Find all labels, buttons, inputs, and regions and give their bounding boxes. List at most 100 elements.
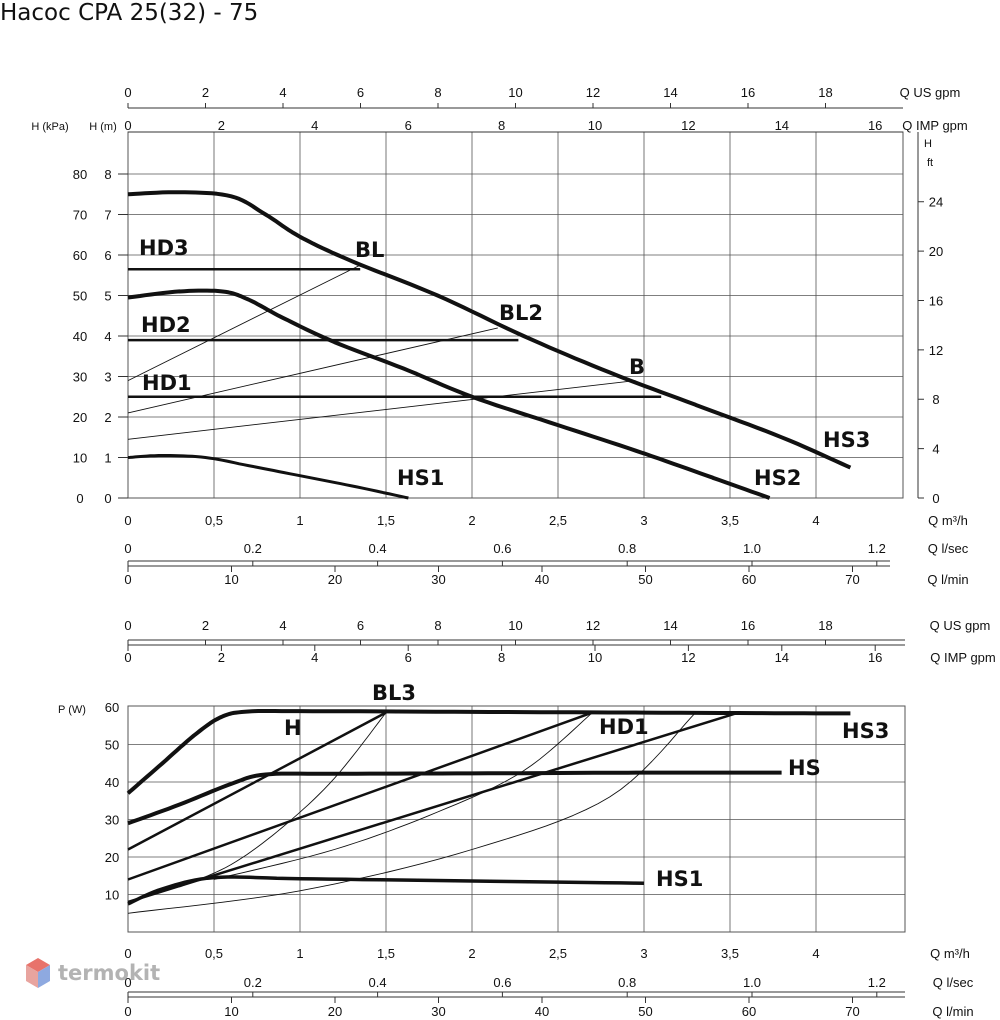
right-ft-tick-label: 24 bbox=[929, 195, 943, 210]
p-curve-label-hs3: HS3 bbox=[842, 719, 889, 743]
top-imp-tick-label: 10 bbox=[588, 118, 602, 133]
p-top-us-tick-label: 6 bbox=[357, 618, 364, 633]
p-top-us-tick-label: 4 bbox=[279, 618, 286, 633]
p-bottom-lmin-tick-label: 30 bbox=[431, 1004, 445, 1019]
bottom-lmin-tick-label: 60 bbox=[742, 572, 756, 587]
p-top-us-tick-label: 0 bbox=[124, 618, 131, 633]
p-left-tick-label: 40 bbox=[105, 775, 119, 790]
bottom-lmin-tick-label: 40 bbox=[535, 572, 549, 587]
p-top-us-tick-label: 10 bbox=[508, 618, 522, 633]
p-top-imp-tick-label: 6 bbox=[405, 650, 412, 665]
bottom-ls-tick-label: 0.8 bbox=[618, 541, 636, 556]
p-top-us-tick-label: 2 bbox=[202, 618, 209, 633]
top-imp-axis-label: Q IMP gpm bbox=[902, 118, 968, 133]
p-bottom-m3h-tick-label: 1,5 bbox=[377, 946, 395, 961]
bottom-m3h-tick-label: 2 bbox=[468, 513, 475, 528]
p-bottom-ls-tick-label: 1.0 bbox=[743, 975, 761, 990]
p-series-thin-line-6 bbox=[179, 712, 387, 888]
top-imp-tick-label: 8 bbox=[498, 118, 505, 133]
right-ft-tick-label: 4 bbox=[932, 442, 939, 457]
top-imp-tick-label: 4 bbox=[311, 118, 318, 133]
right-ft-tick-label: 20 bbox=[929, 244, 943, 259]
p-left-tick-label: 50 bbox=[105, 738, 119, 753]
p-series-hs-line bbox=[127, 770, 782, 826]
p-series-thin-line-8 bbox=[127, 712, 696, 914]
p-bottom-lmin-tick-label: 10 bbox=[224, 1004, 238, 1019]
p-top-imp-tick-label: 12 bbox=[681, 650, 695, 665]
left-kpa-tick-label: 10 bbox=[73, 451, 87, 466]
p-bottom-lmin-tick-label: 60 bbox=[742, 1004, 756, 1019]
left-m-tick-label: 3 bbox=[104, 370, 111, 385]
p-bottom-ls-tick-label: 0 bbox=[124, 975, 131, 990]
left-m-tick-label: 7 bbox=[104, 208, 111, 223]
curve-label-b: B bbox=[629, 355, 645, 379]
p-bottom-ls-tick-label: 1.2 bbox=[868, 975, 886, 990]
p-left-tick-label: 60 bbox=[105, 700, 119, 715]
p-curve-label-hs: HS bbox=[788, 756, 821, 780]
bottom-ls-tick-label: 0.2 bbox=[244, 541, 262, 556]
curve-label-hs3: HS3 bbox=[823, 428, 870, 452]
right-ft-tick-label: 8 bbox=[932, 392, 939, 407]
bottom-m3h-tick-label: 1,5 bbox=[377, 513, 395, 528]
series-hs2-line bbox=[127, 288, 771, 500]
p-curve-label-hd1: HD1 bbox=[599, 715, 649, 739]
p-curve-label-bl3: BL3 bbox=[372, 681, 416, 705]
p-top-us-tick-label: 18 bbox=[818, 618, 832, 633]
bottom-m3h-tick-label: 1 bbox=[296, 513, 303, 528]
p-bottom-lmin-tick-label: 40 bbox=[535, 1004, 549, 1019]
p-bottom-m3h-tick-label: 2,5 bbox=[549, 946, 567, 961]
p-bottom-lmin-tick-label: 50 bbox=[638, 1004, 652, 1019]
top-us-tick-label: 4 bbox=[279, 85, 286, 100]
top-us-tick-label: 14 bbox=[663, 85, 677, 100]
p-top-imp-tick-label: 8 bbox=[498, 650, 505, 665]
left-m-tick-label: 5 bbox=[104, 289, 111, 304]
curve-label-hd2: HD2 bbox=[141, 313, 191, 337]
p-top-imp-tick-label: 16 bbox=[868, 650, 882, 665]
p-top-us-tick-label: 16 bbox=[741, 618, 755, 633]
series-bl-line bbox=[127, 264, 361, 382]
bottom-lmin-tick-label: 30 bbox=[431, 572, 445, 587]
p-series-b-line bbox=[127, 711, 739, 904]
p-top-us-tick-label: 14 bbox=[663, 618, 677, 633]
p-bottom-m3h-axis-label: Q m³/h bbox=[930, 946, 970, 961]
top-imp-tick-label: 16 bbox=[868, 118, 882, 133]
right-ft-tick-label: 16 bbox=[929, 293, 943, 308]
p-left-tick-label: 30 bbox=[105, 813, 119, 828]
bottom-lmin-tick-label: 50 bbox=[638, 572, 652, 587]
p-bottom-m3h-tick-label: 4 bbox=[812, 946, 819, 961]
p-bottom-ls-tick-label: 0.8 bbox=[618, 975, 636, 990]
p-bottom-lmin-tick-label: 20 bbox=[328, 1004, 342, 1019]
bottom-m3h-axis-label: Q m³/h bbox=[928, 513, 968, 528]
top-us-axis-label: Q US gpm bbox=[900, 85, 961, 100]
bottom-ls-tick-label: 0 bbox=[124, 541, 131, 556]
left-m-tick-label: 4 bbox=[104, 329, 111, 344]
top-us-tick-label: 0 bbox=[124, 85, 131, 100]
bottom-lmin-tick-label: 0 bbox=[124, 572, 131, 587]
p-bottom-lmin-tick-label: 0 bbox=[124, 1004, 131, 1019]
bottom-m3h-tick-label: 4 bbox=[812, 513, 819, 528]
page-title: Насос CPA 25(32) - 75 bbox=[0, 0, 259, 26]
p-bottom-ls-tick-label: 0.2 bbox=[244, 975, 262, 990]
right-axis-label-h: H bbox=[924, 138, 932, 150]
left-m-tick-label: 1 bbox=[104, 451, 111, 466]
p-top-imp-tick-label: 0 bbox=[124, 650, 131, 665]
p-top-imp-tick-label: 4 bbox=[311, 650, 318, 665]
top-us-tick-label: 16 bbox=[741, 85, 755, 100]
p-bottom-m3h-tick-label: 1 bbox=[296, 946, 303, 961]
top-imp-tick-label: 6 bbox=[405, 118, 412, 133]
chart2-frame bbox=[127, 705, 906, 933]
series-hs1-line bbox=[127, 454, 409, 500]
watermark-text: termokit bbox=[58, 961, 161, 985]
p-series-thin-line-7 bbox=[213, 712, 593, 880]
left-kpa-tick-label: 60 bbox=[73, 248, 87, 263]
series-hs3-line bbox=[127, 190, 852, 470]
p-top-imp-tick-label: 2 bbox=[218, 650, 225, 665]
p-series-bl3-line bbox=[127, 711, 387, 851]
p-series-hd1-line bbox=[127, 711, 593, 881]
p-series-hs1-line bbox=[127, 875, 645, 906]
left-kpa-tick-label: 0 bbox=[76, 491, 83, 506]
bottom-lmin-axis-label: Q l/min bbox=[927, 572, 968, 587]
right-ft-tick-label: 0 bbox=[932, 491, 939, 506]
p-bottom-ls-tick-label: 0.4 bbox=[369, 975, 387, 990]
left-kpa-tick-label: 70 bbox=[73, 208, 87, 223]
